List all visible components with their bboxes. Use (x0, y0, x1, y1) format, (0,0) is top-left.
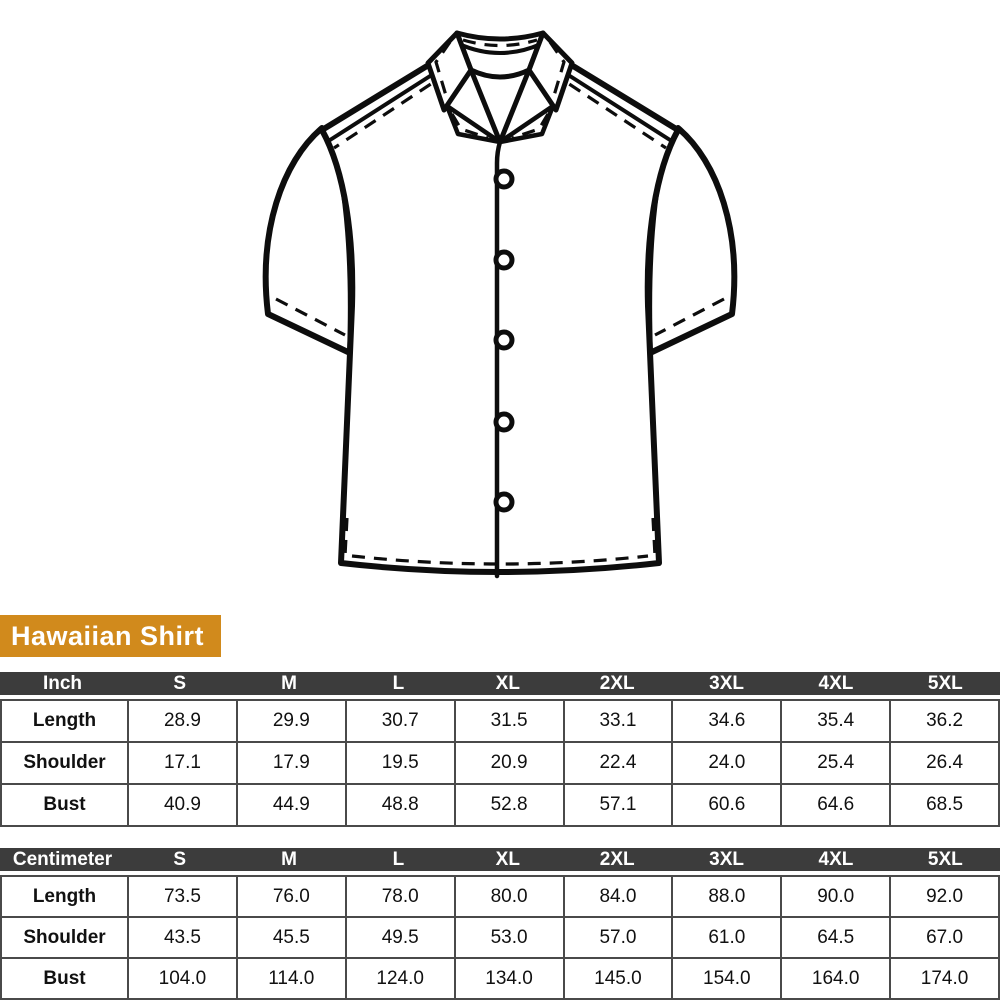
measurement-cell: 134.0 (453, 959, 563, 998)
size-header-cell: M (281, 848, 297, 870)
measurement-cell: 73.5 (127, 877, 236, 916)
measurement-cell: 49.5 (344, 918, 454, 957)
table-row: Length 28.9 29.9 30.7 31.5 33.1 34.6 35.4 36.2 (2, 701, 998, 741)
measurement-cell: 45.5 (235, 918, 345, 957)
table-row: Shoulder 17.1 17.9 19.5 20.9 22.4 24.0 25.4 26.4 (2, 741, 998, 783)
measurement-cell: 88.0 (671, 877, 780, 916)
measurement-cell: 154.0 (671, 959, 780, 998)
measurement-cell: 25.4 (780, 743, 889, 783)
size-header-cell: L (392, 848, 405, 870)
measurement-cell: 20.9 (453, 743, 563, 783)
measurement-cell: 24.0 (671, 743, 780, 783)
measurement-cell: 84.0 (562, 877, 672, 916)
measurement-cell: 61.0 (671, 918, 780, 957)
measurement-cell: 22.4 (562, 743, 672, 783)
row-label-cell: Shoulder (23, 752, 106, 773)
size-table-centimeter: Centimeter S M L XL 2XL 3XL 4XL 5XL Length 73.5 76… (0, 848, 1000, 1000)
unit-header-cell: Inch (42, 672, 83, 694)
shirt-button (493, 411, 515, 433)
product-label-text: Hawaiian Shirt (11, 620, 205, 651)
size-table-body: Length 28.9 29.9 30.7 31.5 33.1 34.6 35.4 36.2 Sh… (0, 699, 1000, 827)
shirt-illustration (262, 30, 738, 579)
table-row: Bust 104.0 114.0 124.0 134.0 145.0 154.0 164.0 1… (2, 957, 998, 998)
measurement-cell: 44.9 (235, 785, 345, 825)
size-header-cell: 3XL (709, 848, 744, 870)
measurement-cell: 92.0 (889, 877, 998, 916)
measurement-cell: 43.5 (127, 918, 236, 957)
size-header-cell: L (392, 672, 405, 694)
size-table-body: Length 73.5 76.0 78.0 80.0 84.0 88.0 90.0 92.0 Sh… (0, 875, 1000, 1000)
row-label-cell: Shoulder (23, 926, 106, 948)
measurement-cell: 80.0 (453, 877, 563, 916)
size-header-cell: M (281, 672, 297, 694)
shirt-button (493, 329, 515, 351)
table-row: Length 73.5 76.0 78.0 80.0 84.0 88.0 90.0 92.0 (2, 877, 998, 916)
size-header-cell: 3XL (709, 672, 744, 694)
measurement-cell: 34.6 (671, 701, 780, 741)
size-header-cell: XL (495, 672, 520, 694)
measurement-cell: 52.8 (453, 785, 563, 825)
measurement-cell: 53.0 (453, 918, 563, 957)
measurement-cell: 57.1 (562, 785, 672, 825)
measurement-cell: 36.2 (889, 701, 998, 741)
measurement-cell: 68.5 (889, 785, 998, 825)
measurement-cell: 19.5 (344, 743, 454, 783)
measurement-cell: 64.5 (780, 918, 889, 957)
measurement-cell: 33.1 (562, 701, 672, 741)
shirt-line-art-svg (262, 30, 738, 579)
measurement-cell: 174.0 (889, 959, 998, 998)
size-header-cell: S (173, 848, 187, 870)
measurement-cell: 26.4 (889, 743, 998, 783)
shirt-body (319, 52, 681, 575)
measurement-cell: 17.9 (235, 743, 345, 783)
measurement-cell: 31.5 (453, 701, 563, 741)
size-header-cell: S (173, 672, 187, 694)
size-header-cell: 4XL (818, 672, 854, 694)
table-row: Shoulder 43.5 45.5 49.5 53.0 57.0 61.0 64.5 67.0 (2, 916, 998, 957)
measurement-cell: 48.8 (344, 785, 454, 825)
row-label-cell: Length (32, 710, 97, 731)
shirt-button (493, 249, 515, 271)
table-row: Bust 40.9 44.9 48.8 52.8 57.1 60.6 64.6 68.5 (2, 783, 998, 825)
shirt-collar (425, 30, 575, 145)
measurement-cell: 164.0 (780, 959, 889, 998)
measurement-cell: 90.0 (780, 877, 889, 916)
size-header-cell: 4XL (818, 848, 854, 870)
unit-header-cell: Centimeter (12, 848, 113, 870)
measurement-cell: 76.0 (235, 877, 345, 916)
measurement-cell: 78.0 (344, 877, 454, 916)
measurement-cell: 124.0 (344, 959, 454, 998)
measurement-cell: 40.9 (127, 785, 236, 825)
measurement-cell: 145.0 (562, 959, 672, 998)
shirt-button (493, 491, 515, 513)
size-table-header-row: Centimeter S M L XL 2XL 3XL 4XL 5XL (0, 848, 1000, 871)
measurement-cell: 114.0 (235, 959, 345, 998)
size-table-header-row: Inch S M L XL 2XL 3XL 4XL 5XL (0, 672, 1000, 695)
measurement-cell: 64.6 (780, 785, 889, 825)
measurement-cell: 104.0 (127, 959, 236, 998)
row-label-cell: Length (32, 885, 97, 907)
product-label-badge: Hawaiian Shirt (0, 615, 221, 657)
measurement-cell: 67.0 (889, 918, 998, 957)
measurement-cell: 57.0 (562, 918, 672, 957)
measurement-cell: 35.4 (780, 701, 889, 741)
shirt-hem-stitching (343, 517, 657, 566)
size-header-cell: 2XL (599, 672, 635, 694)
measurement-cell: 60.6 (671, 785, 780, 825)
size-header-cell: 5XL (927, 848, 963, 870)
size-header-cell: 2XL (599, 848, 635, 870)
shirt-button (493, 168, 515, 190)
measurement-cell: 30.7 (344, 701, 454, 741)
measurement-cell: 17.1 (127, 743, 236, 783)
size-table-inch: Inch S M L XL 2XL 3XL 4XL 5XL Length 28.9 29.9 30.7… (0, 672, 1000, 827)
size-header-cell: 5XL (927, 672, 963, 694)
row-label-cell: Bust (43, 967, 86, 989)
size-header-cell: XL (495, 848, 520, 870)
measurement-cell: 29.9 (235, 701, 345, 741)
row-label-cell: Bust (43, 794, 86, 815)
measurement-cell: 28.9 (127, 701, 236, 741)
shirt-buttons (493, 168, 515, 513)
